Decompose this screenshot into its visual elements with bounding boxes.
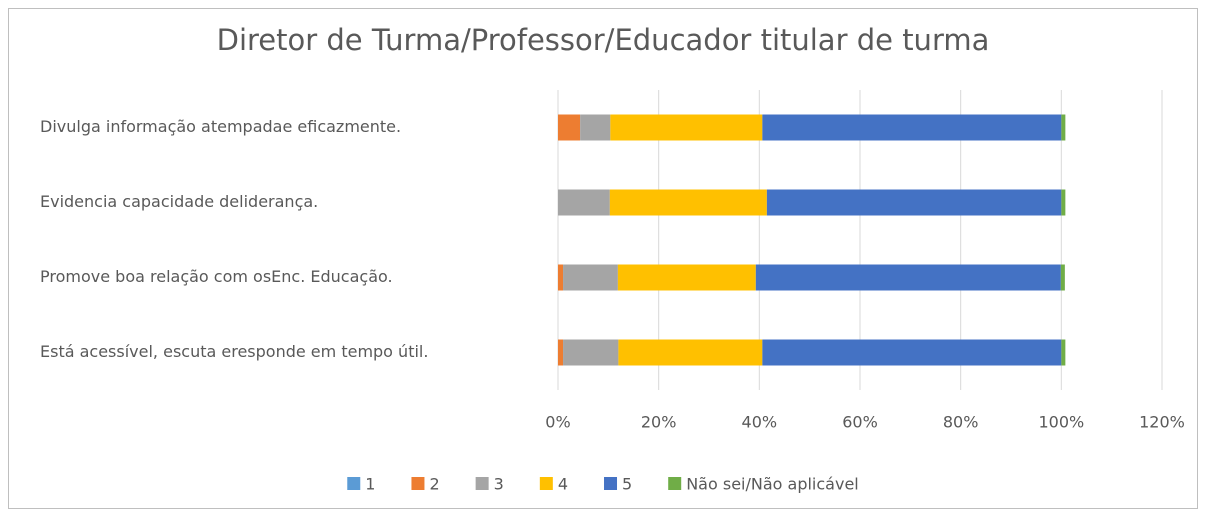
legend-label: 4 bbox=[558, 475, 568, 494]
bar-segment bbox=[558, 114, 581, 141]
bar-segment bbox=[610, 114, 763, 141]
bar-segment bbox=[755, 264, 1061, 291]
bar-segment bbox=[563, 339, 619, 366]
x-tick-label: 80% bbox=[943, 413, 979, 432]
category-label: Divulga informação atempadae eficazmente… bbox=[40, 117, 401, 136]
bar-segment bbox=[609, 189, 767, 216]
category-label: Promove boa relação com osEnc. Educação. bbox=[40, 267, 393, 286]
chart-title: Diretor de Turma/Professor/Educador titu… bbox=[217, 23, 990, 57]
bar-segment bbox=[762, 114, 1062, 141]
bar-segment bbox=[766, 189, 1062, 216]
legend-swatch bbox=[347, 477, 361, 490]
legend-swatch bbox=[475, 477, 489, 490]
bar-segment bbox=[1061, 114, 1066, 141]
legend-label: Não sei/Não aplicável bbox=[686, 475, 859, 494]
legend-swatch bbox=[604, 477, 618, 490]
bar-segment bbox=[1061, 339, 1066, 366]
bar-segment bbox=[563, 264, 618, 291]
category-label: Está acessível, escuta eresponde em temp… bbox=[40, 342, 428, 361]
bar-segment bbox=[580, 114, 611, 141]
bar-segment bbox=[762, 339, 1062, 366]
x-tick-label: 40% bbox=[742, 413, 778, 432]
bar-segment bbox=[558, 264, 564, 291]
bar-segment bbox=[1060, 264, 1065, 291]
x-tick-label: 0% bbox=[545, 413, 570, 432]
legend-swatch bbox=[411, 477, 425, 490]
bar-segment bbox=[558, 339, 564, 366]
category-label: Evidencia capacidade deliderança. bbox=[40, 192, 318, 211]
x-tick-label: 120% bbox=[1139, 413, 1185, 432]
legend-label: 5 bbox=[622, 475, 632, 494]
chart-border bbox=[8, 8, 1198, 509]
legend-label: 2 bbox=[429, 475, 439, 494]
bar-segment bbox=[1061, 189, 1066, 216]
legend-label: 3 bbox=[494, 475, 504, 494]
bar-segment bbox=[618, 339, 763, 366]
bar-segment bbox=[558, 189, 610, 216]
x-tick-label: 100% bbox=[1038, 413, 1084, 432]
x-tick-label: 60% bbox=[842, 413, 878, 432]
legend-swatch bbox=[539, 477, 553, 490]
bar-segment bbox=[617, 264, 756, 291]
x-tick-label: 20% bbox=[641, 413, 677, 432]
legend-swatch bbox=[668, 477, 682, 490]
legend-label: 1 bbox=[365, 475, 375, 494]
